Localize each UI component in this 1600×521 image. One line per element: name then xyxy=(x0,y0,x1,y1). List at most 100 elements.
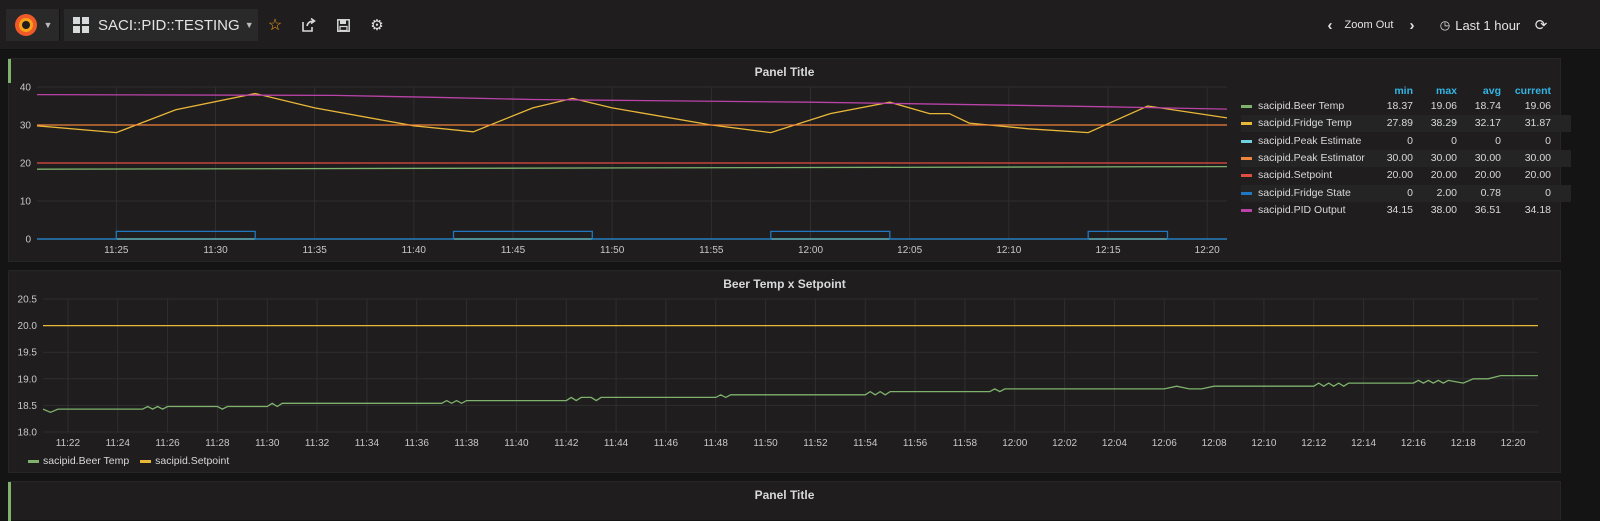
series-line-sacipid-beer-temp[interactable] xyxy=(42,374,1538,414)
panel-title: Panel Title xyxy=(754,65,815,79)
legend-swatch xyxy=(140,459,152,463)
legend-series-name: sacipid.Setpoint xyxy=(1258,169,1333,182)
legend-row[interactable]: sacipid.Setpoint 20.00 20.00 20.00 20.00 xyxy=(1241,167,1571,184)
x-tick-label: 11:34 xyxy=(355,438,380,449)
x-tick-label: 12:14 xyxy=(1351,438,1376,449)
legend-item-beer-temp[interactable]: sacipid.Beer Temp xyxy=(28,455,129,467)
legend-value-current: 0 xyxy=(1545,134,1551,147)
x-tick-label: 12:00 xyxy=(1002,438,1027,449)
zoom-out-button[interactable]: Zoom Out xyxy=(1338,9,1400,41)
series-line-sacipid-fridge-state[interactable] xyxy=(37,230,1227,240)
y-tick-label: 18.5 xyxy=(18,401,38,412)
x-tick-label: 11:25 xyxy=(104,245,129,256)
legend-middle: sacipid.Beer Temp sacipid.Setpoint xyxy=(28,455,237,467)
zoom-forward-button[interactable]: › xyxy=(1402,9,1422,41)
refresh-icon: ⟳ xyxy=(1534,17,1548,34)
grafana-menu-button[interactable]: ▼ xyxy=(6,9,60,41)
panel-title: Beer Temp x Setpoint xyxy=(723,277,846,291)
x-tick-label: 12:04 xyxy=(1102,438,1127,449)
share-button[interactable] xyxy=(296,9,322,41)
x-tick-label: 12:08 xyxy=(1202,438,1227,449)
legend-value-max: 38.00 xyxy=(1430,203,1457,216)
legend-value-min: 0 xyxy=(1407,134,1413,147)
legend-row[interactable]: sacipid.Peak Estimator 30.00 30.00 30.00 30.… xyxy=(1241,149,1571,167)
y-tick-label: 19.5 xyxy=(18,348,38,359)
legend-row[interactable]: sacipid.Fridge State 0 2.00 0.78 0 xyxy=(1241,184,1571,202)
gear-icon: ⚙ xyxy=(370,17,384,34)
dashboard-title: SACI::PID::TESTING xyxy=(98,16,240,34)
legend-header-max: max xyxy=(1435,85,1457,97)
x-tick-label: 11:58 xyxy=(953,438,978,449)
save-icon xyxy=(336,18,350,32)
x-tick-label: 11:50 xyxy=(753,438,778,449)
x-tick-label: 12:10 xyxy=(996,245,1021,256)
star-button[interactable]: ☆ xyxy=(262,9,288,41)
x-tick-label: 11:36 xyxy=(405,438,430,449)
series-line-sacipid-beer-temp[interactable] xyxy=(36,165,1228,170)
chart-middle[interactable]: 18.0 18.5 19.0 19.5 20.0 20.5 11:22 11:24 11:26 1… xyxy=(9,271,1560,456)
y-tick-label: 10 xyxy=(20,197,32,208)
legend-value-max: 20.00 xyxy=(1430,169,1457,182)
legend-series-name: sacipid.Beer Temp xyxy=(1258,100,1345,112)
y-tick-label: 30 xyxy=(20,121,32,132)
legend-value-current: 19.06 xyxy=(1524,100,1551,112)
time-range-picker[interactable]: ◷ Last 1 hour xyxy=(1432,9,1528,41)
settings-button[interactable]: ⚙ xyxy=(364,9,390,41)
legend-row[interactable]: sacipid.Fridge Temp 27.89 38.29 32.17 31.87 xyxy=(1241,115,1571,133)
time-range-label: Last 1 hour xyxy=(1455,17,1521,33)
y-tick-label: 0 xyxy=(25,235,31,246)
legend-swatch xyxy=(1241,208,1252,212)
save-button[interactable] xyxy=(330,9,356,41)
legend-value-min: 20.00 xyxy=(1386,169,1413,182)
legend-value-avg: 0 xyxy=(1495,134,1501,147)
x-tick-label: 11:40 xyxy=(504,438,529,449)
legend-value-avg: 20.00 xyxy=(1474,169,1501,182)
legend-label: sacipid.Beer Temp xyxy=(43,455,130,467)
legend-row[interactable]: sacipid.Beer Temp 18.37 19.06 18.74 19.06 xyxy=(1241,98,1571,115)
series-line-sacipid-pid-output[interactable] xyxy=(36,93,1228,110)
x-tick-label: 11:26 xyxy=(155,438,180,449)
legend-value-min: 34.15 xyxy=(1386,203,1413,216)
x-tick-label: 12:10 xyxy=(1251,438,1276,449)
legend-value-avg: 36.51 xyxy=(1474,203,1501,216)
legend-value-avg: 32.17 xyxy=(1474,117,1501,130)
x-tick-label: 11:56 xyxy=(903,438,928,449)
legend-value-avg: 0.78 xyxy=(1480,186,1501,199)
legend-row[interactable]: sacipid.Peak Estimate 0 0 0 0 xyxy=(1241,133,1571,150)
legend-swatch xyxy=(1241,105,1252,108)
panel-middle: Beer Temp x Setpoint 18.0 18.5 19.0 19.5 20.… xyxy=(8,270,1561,473)
x-tick-label: 12:05 xyxy=(897,245,922,256)
share-icon xyxy=(302,18,316,32)
legend-value-current: 20.00 xyxy=(1524,169,1551,182)
legend-table-top: min max avg current sacipid.Beer Temp 18.… xyxy=(1241,85,1571,255)
top-navbar: ▼ SACI::PID::TESTING ▼ ☆ ⚙ ‹ Zoom Out xyxy=(0,0,1600,50)
legend-value-current: 0 xyxy=(1545,186,1551,199)
legend-value-max: 30.00 xyxy=(1430,151,1457,164)
legend-value-min: 0 xyxy=(1407,186,1413,199)
x-tick-label: 11:48 xyxy=(704,438,729,449)
zoom-back-button[interactable]: ‹ xyxy=(1320,9,1340,41)
chevron-down-icon: ▼ xyxy=(244,20,254,30)
legend-row[interactable]: sacipid.PID Output 34.15 38.00 36.51 34.18 xyxy=(1241,202,1571,219)
y-tick-label: 18.0 xyxy=(18,428,38,439)
panel-title: Panel Title xyxy=(754,488,815,502)
legend-value-avg: 18.74 xyxy=(1474,100,1501,112)
refresh-button[interactable]: ⟳ xyxy=(1528,9,1554,41)
chevron-down-icon: ▼ xyxy=(43,20,53,30)
legend-header-avg: avg xyxy=(1482,85,1501,97)
chevron-right-icon: › xyxy=(1409,16,1415,34)
chart-top[interactable]: 0 10 20 30 40 11:25 11:30 11:35 11:40 11:45 11:50 1… xyxy=(9,59,1229,259)
dashboard-picker-button[interactable]: SACI::PID::TESTING ▼ xyxy=(64,9,258,41)
x-tick-label: 11:55 xyxy=(699,245,724,256)
x-tick-label: 11:46 xyxy=(654,438,679,449)
legend-item-setpoint[interactable]: sacipid.Setpoint xyxy=(140,455,229,467)
x-tick-label: 11:50 xyxy=(600,245,625,256)
x-tick-label: 11:30 xyxy=(203,245,228,256)
x-tick-label: 11:52 xyxy=(803,438,828,449)
grafana-logo-icon xyxy=(14,14,37,36)
y-tick-label: 40 xyxy=(20,83,32,94)
panel-row-marker xyxy=(8,59,11,83)
legend-series-name: sacipid.Peak Estimate xyxy=(1258,134,1362,147)
legend-value-current: 34.18 xyxy=(1524,203,1551,216)
legend-value-current: 31.87 xyxy=(1524,117,1551,130)
